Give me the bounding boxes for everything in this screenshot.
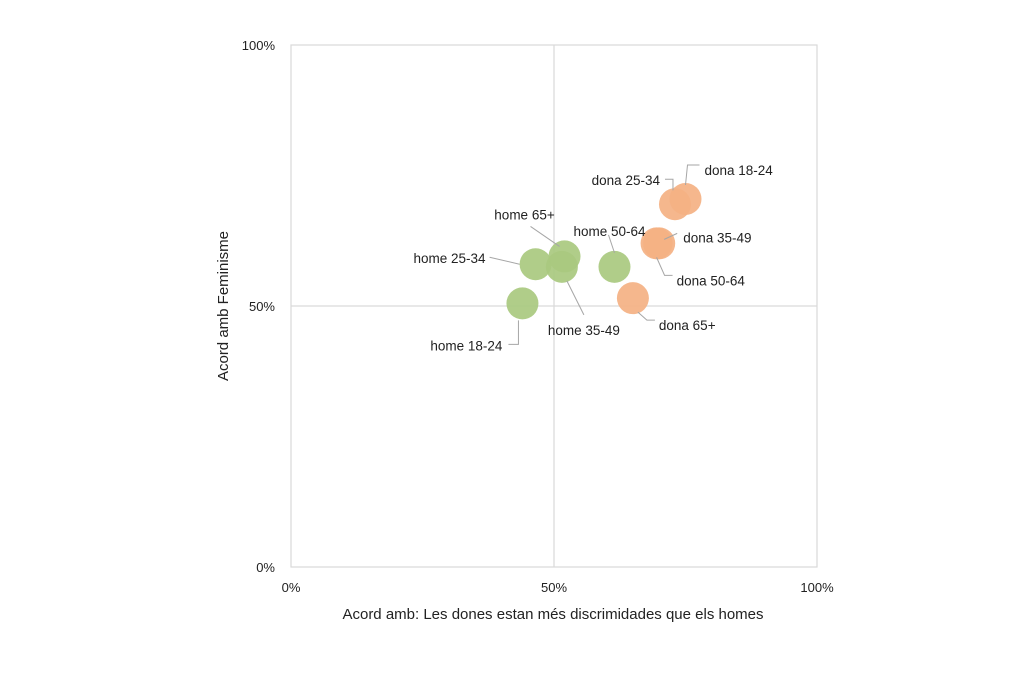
- x-tick-label: 0%: [282, 580, 301, 595]
- leader-line-home-35-49: [566, 280, 585, 316]
- data-label-dona-50-64: dona 50-64: [677, 273, 746, 288]
- grid-layer: [290, 44, 818, 568]
- leader-line-home-50-64: [608, 234, 615, 254]
- point-dona-18-24: [669, 182, 702, 215]
- leader-line-home-18-24: [508, 320, 519, 345]
- x-tick-label: 50%: [541, 580, 567, 595]
- data-label-home-35-49: home 35-49: [548, 323, 620, 338]
- y-tick-label: 0%: [256, 560, 275, 575]
- point-dona-35-49: [643, 227, 676, 260]
- point-home-65plus: [548, 240, 581, 273]
- data-label-dona-35-49: dona 35-49: [683, 230, 751, 245]
- leader-line-home-25-34: [489, 256, 520, 265]
- data-label-home-18-24: home 18-24: [430, 338, 503, 353]
- leader-line-dona-65plus: [637, 311, 655, 321]
- tick-label-layer: 0% 50% 100% 0% 50% 100%: [242, 38, 834, 595]
- data-label-home-50-64: home 50-64: [573, 224, 646, 239]
- data-label-dona-18-24: dona 18-24: [705, 163, 774, 178]
- point-label-layer: home 18-24 home 25-34 home 35-49 home 65+ ho…: [414, 163, 774, 353]
- data-label-dona-65plus: dona 65+: [659, 318, 716, 333]
- y-axis-title: Acord amb Feminisme: [215, 231, 232, 381]
- x-tick-label: 100%: [800, 580, 834, 595]
- data-label-home-65plus: home 65+: [494, 207, 555, 222]
- leader-line-layer: [489, 164, 700, 345]
- y-tick-label: 100%: [242, 38, 276, 53]
- leader-line-dona-50-64: [656, 257, 673, 276]
- y-tick-label: 50%: [249, 299, 275, 314]
- data-label-dona-25-34: dona 25-34: [592, 173, 661, 188]
- leader-line-dona-35-49: [663, 232, 678, 240]
- point-home-50-64: [598, 250, 631, 283]
- x-axis-title: Acord amb: Les dones estan més discrimid…: [342, 606, 763, 623]
- data-label-home-25-34: home 25-34: [414, 251, 487, 266]
- leader-line-dona-18-24: [685, 164, 700, 186]
- leader-line-home-65plus: [530, 225, 560, 247]
- leader-line-dona-25-34: [664, 178, 674, 191]
- point-home-18-24: [506, 287, 539, 320]
- point-dona-65plus: [616, 282, 649, 315]
- point-layer: [506, 182, 702, 320]
- point-home-25-34: [519, 248, 552, 281]
